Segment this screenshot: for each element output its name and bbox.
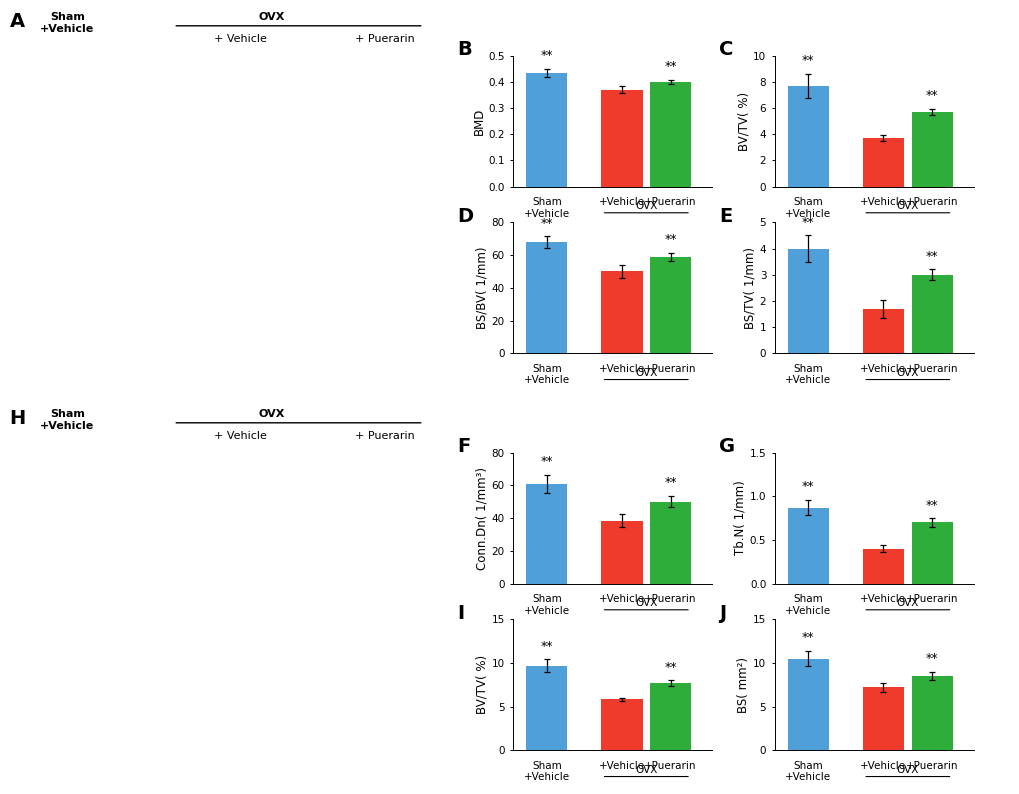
Text: OVX: OVX <box>896 598 918 608</box>
Bar <box>526 242 567 353</box>
Text: **: ** <box>801 54 814 67</box>
Text: Sham
+Vehicle: Sham +Vehicle <box>785 364 830 385</box>
Bar <box>862 549 903 584</box>
Text: **: ** <box>663 233 677 246</box>
Text: **: ** <box>925 250 937 263</box>
Y-axis label: BS/BV( 1/mm): BS/BV( 1/mm) <box>475 247 488 329</box>
Text: **: ** <box>663 476 677 489</box>
Bar <box>600 521 642 584</box>
Bar <box>911 676 952 750</box>
Text: Sham
+Vehicle: Sham +Vehicle <box>40 409 95 430</box>
Bar <box>862 138 903 187</box>
Text: C: C <box>718 40 733 59</box>
Text: +Vehicle: +Vehicle <box>598 364 644 374</box>
Bar <box>600 90 642 187</box>
Bar <box>526 484 567 584</box>
Text: OVX: OVX <box>635 368 657 378</box>
Text: **: ** <box>540 455 552 468</box>
Text: OVX: OVX <box>896 765 918 775</box>
Y-axis label: BV/TV( %): BV/TV( %) <box>737 91 750 151</box>
Text: **: ** <box>801 216 814 229</box>
Bar <box>911 522 952 584</box>
Text: Sham
+Vehicle: Sham +Vehicle <box>785 197 830 218</box>
Text: G: G <box>718 437 735 456</box>
Text: +Vehicle: +Vehicle <box>860 761 906 771</box>
Text: H: H <box>9 409 25 428</box>
Text: **: ** <box>663 661 677 674</box>
Text: F: F <box>457 437 470 456</box>
Y-axis label: BV/TV( %): BV/TV( %) <box>475 655 488 715</box>
Text: Sham
+Vehicle: Sham +Vehicle <box>785 594 830 615</box>
Bar <box>600 700 642 750</box>
Text: + Vehicle: + Vehicle <box>214 430 267 441</box>
Text: Sham
+Vehicle: Sham +Vehicle <box>785 761 830 782</box>
Bar <box>787 659 828 750</box>
Bar <box>911 112 952 187</box>
Text: OVX: OVX <box>259 12 285 22</box>
Text: Sham
+Vehicle: Sham +Vehicle <box>524 364 570 385</box>
Text: Sham
+Vehicle: Sham +Vehicle <box>524 594 570 615</box>
Text: **: ** <box>540 49 552 62</box>
Text: **: ** <box>801 631 814 644</box>
Text: +Puerarin: +Puerarin <box>905 761 958 771</box>
Text: B: B <box>457 40 472 59</box>
Text: OVX: OVX <box>259 409 285 419</box>
Text: OVX: OVX <box>635 765 657 775</box>
Bar <box>526 665 567 750</box>
Text: +Puerarin: +Puerarin <box>905 197 958 207</box>
Text: **: ** <box>801 480 814 493</box>
Text: **: ** <box>540 217 552 229</box>
Bar <box>649 502 691 584</box>
Text: **: ** <box>925 499 937 511</box>
Bar <box>649 683 691 750</box>
Bar <box>787 249 828 353</box>
Bar <box>600 272 642 353</box>
Text: Sham
+Vehicle: Sham +Vehicle <box>524 761 570 782</box>
Text: Sham
+Vehicle: Sham +Vehicle <box>524 197 570 218</box>
Text: OVX: OVX <box>635 598 657 608</box>
Text: OVX: OVX <box>896 201 918 211</box>
Y-axis label: Conn.Dn( 1/mm³): Conn.Dn( 1/mm³) <box>475 467 488 569</box>
Y-axis label: BS/TV( 1/mm): BS/TV( 1/mm) <box>743 247 756 329</box>
Text: I: I <box>457 603 464 622</box>
Bar <box>862 309 903 353</box>
Text: **: ** <box>663 60 677 73</box>
Text: E: E <box>718 206 732 225</box>
Text: D: D <box>457 206 473 225</box>
Text: + Vehicle: + Vehicle <box>214 33 267 44</box>
Text: +Vehicle: +Vehicle <box>860 594 906 604</box>
Text: +Vehicle: +Vehicle <box>860 364 906 374</box>
Text: **: ** <box>925 89 937 102</box>
Text: +Puerarin: +Puerarin <box>644 594 696 604</box>
Y-axis label: Tb.N( 1/mm): Tb.N( 1/mm) <box>734 480 746 556</box>
Text: +Puerarin: +Puerarin <box>905 594 958 604</box>
Y-axis label: BMD: BMD <box>472 107 485 135</box>
Bar <box>649 82 691 187</box>
Text: +Puerarin: +Puerarin <box>644 197 696 207</box>
Bar <box>787 507 828 584</box>
Text: + Puerarin: + Puerarin <box>355 430 415 441</box>
Text: Sham
+Vehicle: Sham +Vehicle <box>40 12 95 33</box>
Text: +Vehicle: +Vehicle <box>598 197 644 207</box>
Text: +Vehicle: +Vehicle <box>860 197 906 207</box>
Bar <box>787 86 828 187</box>
Text: +Puerarin: +Puerarin <box>644 761 696 771</box>
Text: OVX: OVX <box>635 201 657 211</box>
Bar <box>862 688 903 750</box>
Text: +Vehicle: +Vehicle <box>598 594 644 604</box>
Text: +Puerarin: +Puerarin <box>905 364 958 374</box>
Bar <box>649 256 691 353</box>
Bar <box>911 275 952 353</box>
Text: J: J <box>718 603 726 622</box>
Text: **: ** <box>925 652 937 665</box>
Text: **: ** <box>540 640 552 653</box>
Text: +Puerarin: +Puerarin <box>644 364 696 374</box>
Bar <box>526 72 567 187</box>
Text: +Vehicle: +Vehicle <box>598 761 644 771</box>
Y-axis label: BS( mm²): BS( mm²) <box>737 657 750 713</box>
Text: + Puerarin: + Puerarin <box>355 33 415 44</box>
Text: OVX: OVX <box>896 368 918 378</box>
Text: A: A <box>9 12 24 31</box>
